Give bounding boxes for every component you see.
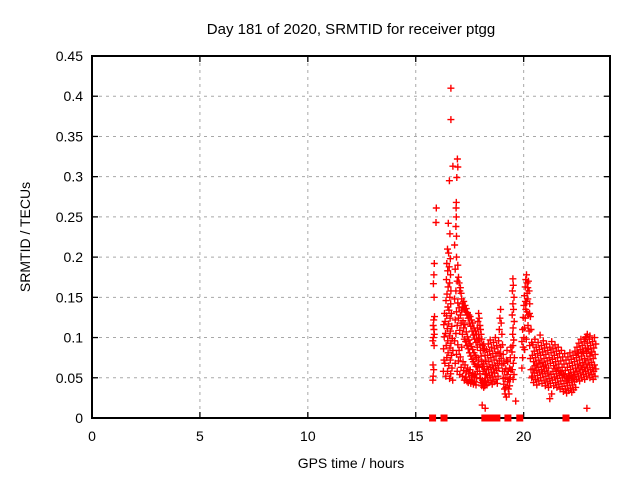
zero-clipped-marker [516, 414, 524, 422]
axis-tick-labels: 0 5 10 15 20 0 0.05 0.1 0.15 0.2 0.25 0.3 0.35 0.4 0.4… [56, 48, 532, 444]
y-tick-label: 0.35 [56, 128, 83, 144]
chart-title: Day 181 of 2020, SRMTID for receiver ptg… [207, 21, 495, 38]
zero-clipped-marker [562, 414, 570, 422]
data-series [429, 84, 600, 422]
y-tick-label: 0 [75, 410, 83, 426]
y-tick-label: 0.3 [64, 169, 84, 185]
zero-clipped-marker [429, 414, 437, 422]
y-tick-label: 0.4 [64, 88, 84, 104]
y-tick-label: 0.2 [64, 249, 84, 265]
x-axis-title: GPS time / hours [298, 455, 405, 471]
x-tick-label: 20 [516, 428, 532, 444]
x-tick-label: 10 [300, 428, 316, 444]
y-tick-label: 0.45 [56, 48, 83, 64]
scatter-points [429, 84, 600, 412]
plot-border [91, 55, 611, 419]
zero-clipped-marker [493, 414, 501, 422]
zero-clipped-marker [440, 414, 448, 422]
x-tick-label: 15 [408, 428, 424, 444]
x-tick-label: 0 [88, 428, 96, 444]
y-tick-label: 0.05 [56, 370, 83, 386]
x-tick-label: 5 [196, 428, 204, 444]
y-tick-label: 0.1 [64, 330, 84, 346]
axis-ticks [91, 55, 610, 419]
grid-lines [92, 56, 610, 418]
y-axis-title: SRMTID / TECUs [17, 182, 33, 292]
y-tick-label: 0.15 [56, 289, 83, 305]
zero-clipped-marker [483, 414, 491, 422]
zero-clipped-marker [504, 414, 512, 422]
y-tick-label: 0.25 [56, 209, 83, 225]
